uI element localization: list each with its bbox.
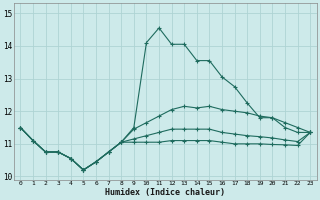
X-axis label: Humidex (Indice chaleur): Humidex (Indice chaleur) [105, 188, 225, 197]
